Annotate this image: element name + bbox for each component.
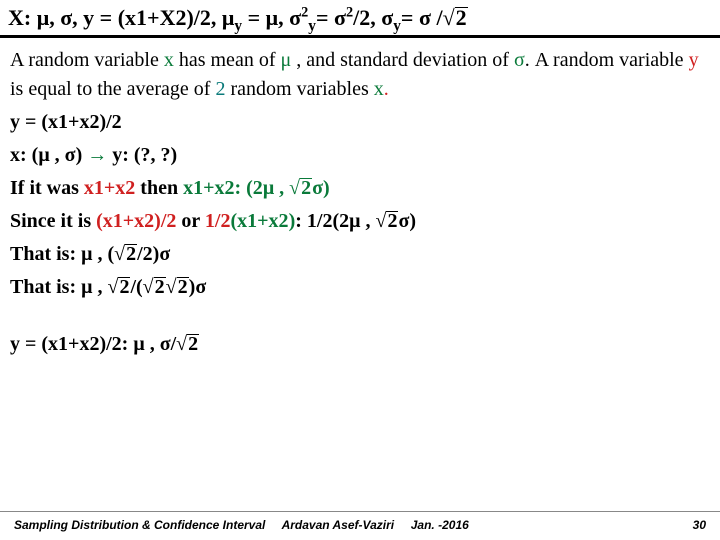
sqrt2-1: 2	[375, 207, 398, 236]
sqrt2-green: 2	[289, 174, 312, 203]
footer-author: Ardavan Asef-Vaziri	[282, 518, 394, 532]
line-that-is-1: That is: μ , (2/2)σ	[10, 240, 710, 269]
line-final: y = (x1+x2)/2: μ , σ/2	[10, 330, 710, 359]
footer-topic: Sampling Distribution & Confidence Inter…	[14, 518, 265, 532]
equation-y-avg: y = (x1+x2)/2	[10, 108, 710, 137]
header-mu: μ	[37, 5, 49, 30]
line-if-it-was: If it was x1+x2 then x1+x2: (2μ , 2σ)	[10, 174, 710, 203]
arrow-icon: →	[87, 144, 107, 166]
footer-left: Sampling Distribution & Confidence Inter…	[14, 518, 469, 532]
sqrt2-6: 2	[176, 330, 199, 359]
footer-date: Jan. -2016	[411, 518, 469, 532]
equation-x-to-y: x: (μ , σ) → y: (?, ?)	[10, 141, 710, 170]
header-sigma: σ	[60, 5, 72, 30]
sqrt2-4: 2	[143, 273, 166, 302]
paragraph-1: A random variable x has mean of μ , and …	[10, 46, 710, 104]
line-since-it-is: Since it is (x1+x2)/2 or 1/2(x1+x2): 1/2…	[10, 207, 710, 236]
sqrt2-2: 2	[114, 240, 137, 269]
line-that-is-2: That is: μ , 2/(22)σ	[10, 273, 710, 302]
sqrt2-3: 2	[107, 273, 130, 302]
header-sqrt2: 2	[443, 4, 468, 33]
slide-body: A random variable x has mean of μ , and …	[0, 38, 720, 367]
slide-footer: Sampling Distribution & Confidence Inter…	[0, 511, 720, 540]
slide-title-bar: X: μ, σ, y = (x1+X2)/2, μy = μ, σ2y= σ2/…	[0, 0, 720, 38]
page-number: 30	[693, 518, 706, 532]
sqrt2-5: 2	[166, 273, 189, 302]
header-x-prefix: X:	[8, 5, 37, 30]
